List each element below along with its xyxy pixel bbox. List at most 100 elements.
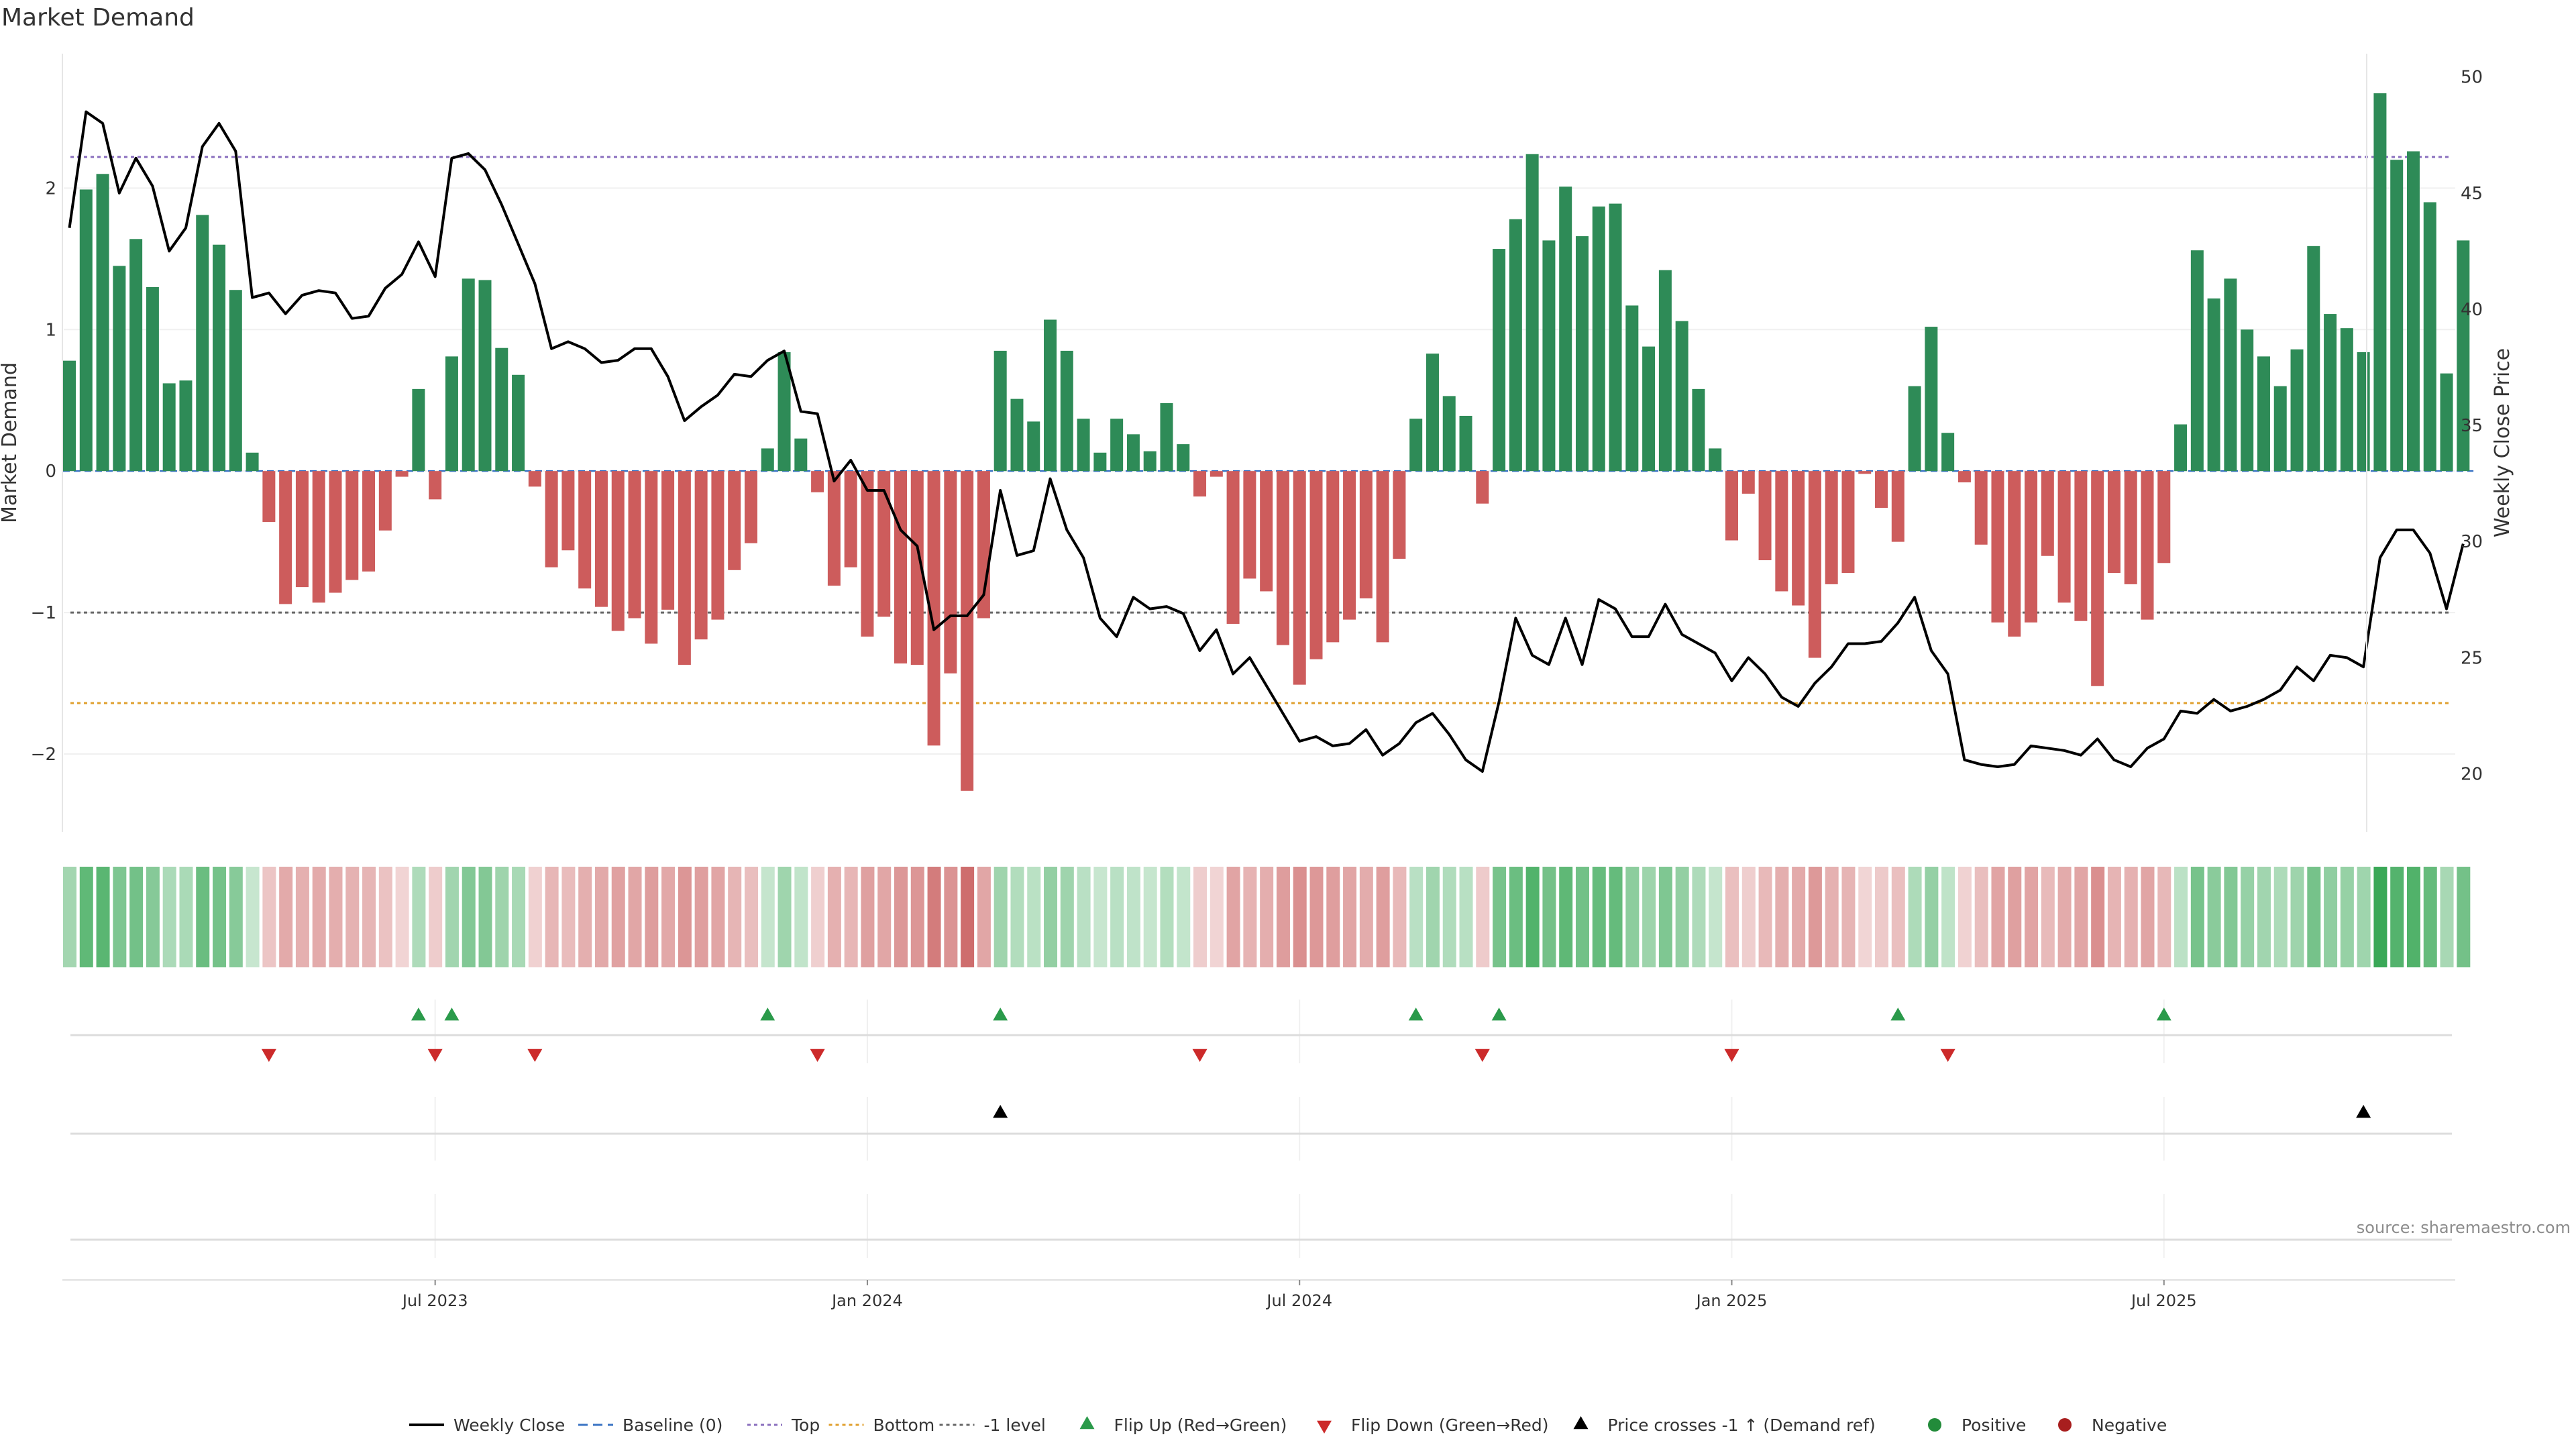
demand-bar: [678, 471, 691, 665]
demand-bar: [2307, 246, 2320, 472]
weekly-close-line: [68, 110, 2465, 773]
legend-label: Price crosses -1 ↑ (Demand ref): [1608, 1415, 1876, 1435]
demand-strip-cell: [1160, 867, 1174, 967]
demand-strip-cell: [329, 867, 343, 967]
demand-strip-cell: [1509, 867, 1523, 967]
demand-strip-cell: [1359, 867, 1373, 967]
flip-up-marker: [1491, 1008, 1507, 1021]
demand-bar: [429, 471, 442, 500]
demand-strip-cell: [113, 867, 127, 967]
demand-strip-cell: [844, 867, 858, 967]
legend-label: Flip Up (Red→Green): [1114, 1415, 1287, 1435]
demand-strip-cell: [2157, 867, 2171, 967]
demand-bar: [944, 471, 957, 674]
x-tick-label: Jan 2025: [1695, 1291, 1768, 1310]
demand-strip-cell: [910, 867, 924, 967]
demand-strip-cell: [694, 867, 708, 967]
demand-strip-cell: [1825, 867, 1839, 967]
demand-strip-cell: [512, 867, 526, 967]
demand-strip-cell: [462, 867, 476, 967]
demand-bar: [2157, 471, 2171, 564]
demand-bar: [1326, 471, 1340, 643]
demand-strip-cell: [1293, 867, 1307, 967]
demand-bar: [295, 471, 309, 588]
demand-bar: [1010, 398, 1024, 472]
demand-strip-cell: [2457, 867, 2471, 967]
demand-bar: [578, 471, 592, 589]
demand-bar: [1925, 327, 1938, 472]
demand-strip-cell: [1625, 867, 1640, 967]
demand-bar: [794, 438, 808, 472]
demand-bar: [611, 471, 625, 631]
demand-strip-cell: [1276, 867, 1290, 967]
demand-strip-cell: [1376, 867, 1390, 967]
x-tick-label: Jul 2024: [1265, 1291, 1332, 1310]
flip-down-marker: [261, 1049, 276, 1062]
demand-strip-cell: [1941, 867, 1955, 967]
demand-strip-cell: [1326, 867, 1340, 967]
demand-bar: [2008, 471, 2021, 637]
demand-strip-cell: [1658, 867, 1672, 967]
demand-strip-cell: [129, 867, 144, 967]
demand-strip-cell: [2406, 867, 2420, 967]
flip-down-marker: [427, 1049, 443, 1062]
demand-bar: [2290, 349, 2304, 472]
y2-axis-title: Weekly Close Price: [2491, 348, 2514, 537]
demand-bar: [645, 471, 658, 644]
demand-bar: [1625, 305, 1639, 472]
flip-up-marker: [1890, 1008, 1906, 1021]
demand-strip-cell: [1575, 867, 1589, 967]
demand-strip-cell: [2257, 867, 2271, 967]
demand-bar: [1060, 350, 1073, 472]
flip-up-marker: [1408, 1008, 1424, 1021]
axes: 2 1 0 −1 −2 50 45 40 35 30 25 20 Market Demand Weekly…: [0, 54, 2514, 832]
demand-bar: [1841, 471, 1855, 574]
demand-strip-cell: [528, 867, 542, 967]
demand-bar: [1027, 421, 1040, 472]
demand-strip-cell: [2057, 867, 2072, 967]
demand-strip-cell: [2290, 867, 2304, 967]
demand-bar: [2190, 250, 2204, 472]
flip-down-marker: [1724, 1049, 1739, 1062]
demand-bar: [362, 471, 376, 572]
demand-bar: [1991, 471, 2004, 623]
demand-strip-cell: [1875, 867, 1889, 967]
demand-bar: [628, 471, 641, 619]
demand-bar: [196, 215, 209, 472]
flip-down-marker: [1940, 1049, 1955, 1062]
flip-up-marker: [760, 1008, 775, 1021]
demand-strip-cell: [378, 867, 392, 967]
demand-strip-cell: [1709, 867, 1723, 967]
demand-bar: [1792, 471, 1805, 606]
demand-bar: [2390, 160, 2404, 472]
demand-bar: [1442, 396, 1456, 472]
x-tick-label: Jul 2025: [2130, 1291, 2197, 1310]
demand-strip-cell: [678, 867, 692, 967]
demand-strip-cell: [1609, 867, 1623, 967]
legend-label: -1 level: [984, 1415, 1046, 1435]
y2-tick-label: 30: [2461, 532, 2483, 552]
demand-bar: [1376, 471, 1389, 643]
demand-bar: [1143, 451, 1157, 472]
demand-strip-cell: [611, 867, 625, 967]
demand-bar: [1725, 471, 1738, 541]
demand-strip-cell: [2357, 867, 2371, 967]
demand-strip-cell: [1193, 867, 1208, 967]
demand-bars: [63, 93, 2470, 791]
demand-strip-cell: [1476, 867, 1490, 967]
demand-strip-cell: [578, 867, 592, 967]
demand-bar: [445, 356, 458, 472]
demand-bar: [262, 471, 276, 523]
demand-bar: [2273, 386, 2287, 472]
demand-bar: [1276, 471, 1289, 645]
demand-strip-cell: [1226, 867, 1240, 967]
demand-bar: [1493, 249, 1506, 472]
demand-bar: [2373, 93, 2387, 472]
demand-bar: [1808, 471, 1821, 658]
demand-strip-cell: [561, 867, 576, 967]
demand-bar: [378, 471, 392, 531]
demand-bar: [312, 471, 325, 603]
demand-bar: [2357, 352, 2370, 472]
legend-swatch: [1573, 1416, 1589, 1430]
demand-bar: [861, 471, 874, 637]
